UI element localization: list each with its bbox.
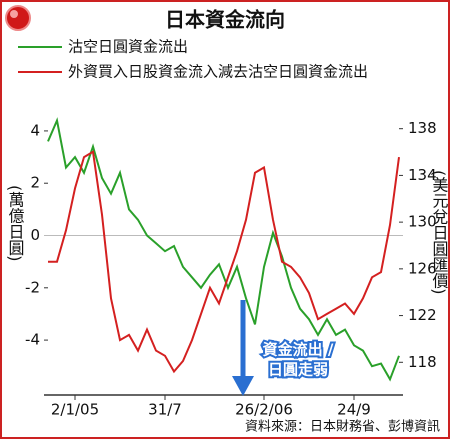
y2-tick-label: 130 [408,213,437,231]
y2-tick-label: 122 [408,306,437,324]
y-tick-label: -2 [25,278,40,296]
x-tick-label: 26/2/06 [235,401,293,419]
y2-tick-label: 138 [408,119,437,137]
x-tick-label: 31/7 [148,401,182,419]
icon [5,5,31,31]
series-line [47,117,400,382]
annotation: 日圓走弱 [268,361,328,379]
legend-label: 沽空日圓資金流出 [68,38,188,56]
icon-shine [10,10,18,18]
y-tick-label: 2 [30,174,40,192]
y-tick-label: -4 [25,331,40,349]
x-tick-label: 24/9 [337,401,371,419]
y-tick-label: 0 [30,226,40,244]
y2-tick-label: 118 [408,353,437,371]
series-line [48,150,400,374]
source: 資料來源：日本財務省、彭博資訊 [245,420,440,435]
y-tick-label: 4 [30,121,40,139]
annotation: 資金流出 / [263,341,334,359]
y2-tick-label: 126 [408,259,437,277]
y2-axis-label: (美元兌日圓匯價) [430,170,449,294]
y2-tick-label: 134 [408,166,437,184]
y-axis-label: (萬億日圓) [6,185,25,261]
legend-label: 外資買入日股資金流入減去沽空日圓資金流出 [68,63,368,81]
chart-title: 日本資金流向 [165,8,285,32]
arrow-head [232,376,254,396]
x-tick-label: 2/1/05 [51,401,99,419]
